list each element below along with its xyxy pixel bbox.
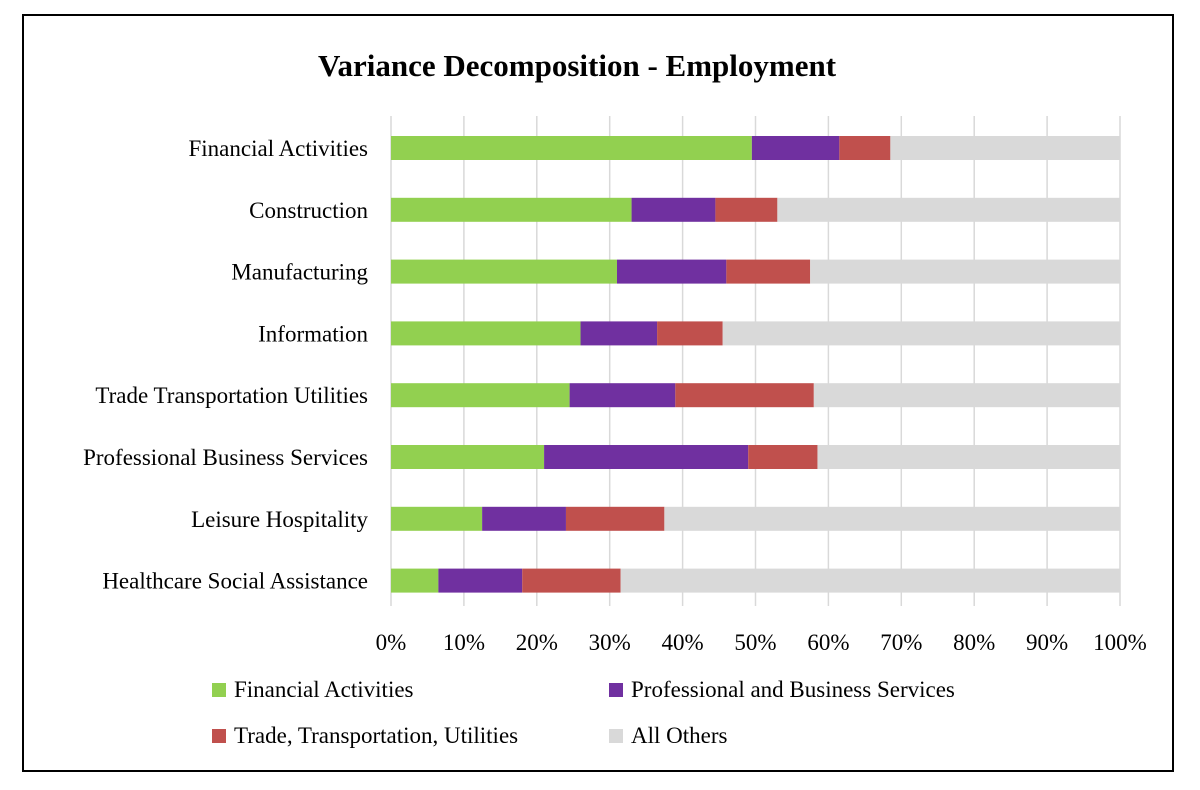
x-tick-label: 40% bbox=[662, 630, 704, 655]
category-label: Construction bbox=[249, 198, 368, 223]
category-label: Financial Activities bbox=[189, 136, 369, 161]
bar-segment bbox=[391, 506, 483, 531]
x-tick-label: 100% bbox=[1093, 630, 1147, 655]
bar-segment bbox=[810, 259, 1120, 284]
bars bbox=[391, 136, 1120, 593]
bar-segment bbox=[890, 136, 1120, 160]
bar-segment bbox=[664, 506, 1120, 531]
x-tick-label: 0% bbox=[376, 630, 407, 655]
bar-segment bbox=[839, 136, 891, 160]
bar-segment bbox=[813, 383, 1120, 408]
legend-label: All Others bbox=[631, 723, 728, 748]
bar-segment bbox=[391, 136, 752, 160]
bar-segment bbox=[544, 445, 749, 469]
bar-segment bbox=[438, 568, 523, 593]
bar-segment bbox=[616, 259, 727, 284]
x-tick-label: 30% bbox=[589, 630, 631, 655]
category-label: Trade Transportation Utilities bbox=[95, 383, 368, 408]
category-label: Healthcare Social Assistance bbox=[102, 569, 368, 594]
legend-label: Trade, Transportation, Utilities bbox=[234, 723, 518, 748]
x-tick-labels: 0% 10% 20% 30% 40% 50% 60% 70% 80% 90% 100% bbox=[376, 630, 1147, 655]
bar-segment bbox=[391, 568, 439, 593]
bar-segment bbox=[391, 445, 545, 469]
bar-segment bbox=[777, 197, 1120, 222]
legend-swatch bbox=[212, 683, 226, 697]
bar-segment bbox=[391, 321, 581, 346]
bar-segment bbox=[748, 445, 818, 469]
x-tick-label: 90% bbox=[1026, 630, 1068, 655]
legend-swatch bbox=[609, 683, 623, 697]
bar-segment bbox=[751, 136, 840, 160]
bar-segment bbox=[391, 197, 632, 222]
bar-segment bbox=[391, 259, 617, 284]
bar-segment bbox=[817, 445, 1120, 469]
bar-segment bbox=[657, 321, 723, 346]
bar-segment bbox=[715, 197, 778, 222]
x-tick-label: 10% bbox=[443, 630, 485, 655]
chart: Variance Decomposition - Employment Fina… bbox=[83, 48, 1147, 748]
category-label: Manufacturing bbox=[231, 260, 368, 285]
x-tick-label: 20% bbox=[516, 630, 558, 655]
category-labels: Financial Activities Construction Manufact… bbox=[83, 136, 368, 594]
bar-segment bbox=[580, 321, 658, 346]
legend-label: Financial Activities bbox=[234, 677, 414, 702]
bar-segment bbox=[631, 197, 716, 222]
bar-segment bbox=[726, 259, 811, 284]
grid bbox=[390, 116, 1121, 606]
chart-frame: Variance Decomposition - Employment Fina… bbox=[22, 14, 1174, 772]
legend: Financial Activities Professional and Bus… bbox=[212, 677, 955, 748]
bar-segment bbox=[675, 383, 814, 408]
chart-title: Variance Decomposition - Employment bbox=[318, 48, 837, 83]
x-tick-label: 70% bbox=[880, 630, 922, 655]
bar-segment bbox=[482, 506, 566, 531]
x-tick-label: 50% bbox=[734, 630, 776, 655]
category-label: Information bbox=[258, 321, 368, 346]
x-tick-label: 60% bbox=[807, 630, 849, 655]
legend-swatch bbox=[609, 729, 623, 743]
bar-segment bbox=[722, 321, 1120, 346]
legend-label: Professional and Business Services bbox=[631, 677, 955, 702]
bar-segment bbox=[522, 568, 621, 593]
bar-segment bbox=[565, 506, 665, 531]
bar-segment bbox=[620, 568, 1120, 593]
legend-swatch bbox=[212, 729, 226, 743]
category-label: Leisure Hospitality bbox=[191, 507, 368, 532]
bar-segment bbox=[569, 383, 676, 408]
category-label: Professional Business Services bbox=[83, 445, 368, 470]
bar-segment bbox=[391, 383, 570, 408]
x-tick-label: 80% bbox=[953, 630, 995, 655]
